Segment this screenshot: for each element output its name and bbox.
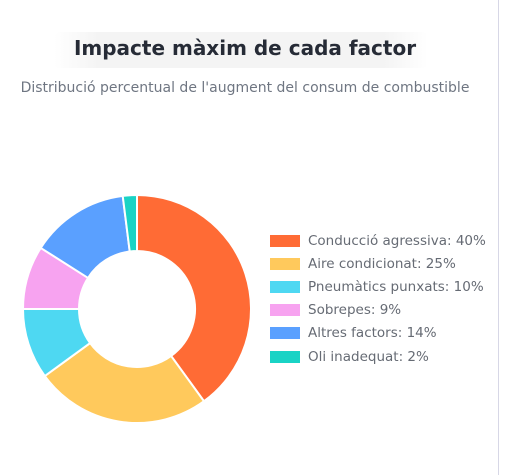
- title-highlight: [54, 32, 428, 68]
- legend-swatch: [270, 327, 300, 340]
- legend-label: Sobrepes: 9%: [308, 302, 402, 319]
- legend-swatch: [270, 304, 300, 317]
- legend-label: Oli inadequat: 2%: [308, 348, 429, 365]
- legend-label: Aire condicionat: 25%: [308, 255, 456, 272]
- legend-swatch: [270, 280, 300, 293]
- slice-aire-condicionat[interactable]: [43, 341, 206, 424]
- legend-label: Conducció agressiva: 40%: [308, 232, 486, 249]
- chart-subtitle: Distribució percentual de l'augment del …: [20, 80, 470, 96]
- legend-swatch: [270, 257, 300, 270]
- legend-item-aire-condicionat[interactable]: Aire condicionat: 25%: [270, 252, 500, 275]
- card-border: [498, 0, 499, 475]
- legend-item-conduccio-agressiva[interactable]: Conducció agressiva: 40%: [270, 229, 500, 252]
- legend-swatch: [270, 234, 300, 247]
- chart-title: Impacte màxim de cada factor: [73, 36, 417, 60]
- legend-item-sobrepes[interactable]: Sobrepes: 9%: [270, 299, 500, 322]
- legend-item-pneumatics-punxats[interactable]: Pneumàtics punxats: 10%: [270, 275, 500, 298]
- slice-conduccio-agressiva[interactable]: [136, 193, 252, 403]
- slice-oli-inadequat[interactable]: [121, 193, 138, 253]
- legend-label: Pneumàtics punxats: 10%: [308, 278, 484, 295]
- legend-item-altres-factors[interactable]: Altres factors: 14%: [270, 322, 500, 345]
- legend-swatch: [270, 350, 300, 363]
- legend-item-oli-inadequat[interactable]: Oli inadequat: 2%: [270, 345, 500, 368]
- chart-legend: Conducció agressiva: 40% Aire condiciona…: [270, 229, 500, 368]
- legend-label: Altres factors: 14%: [308, 325, 437, 342]
